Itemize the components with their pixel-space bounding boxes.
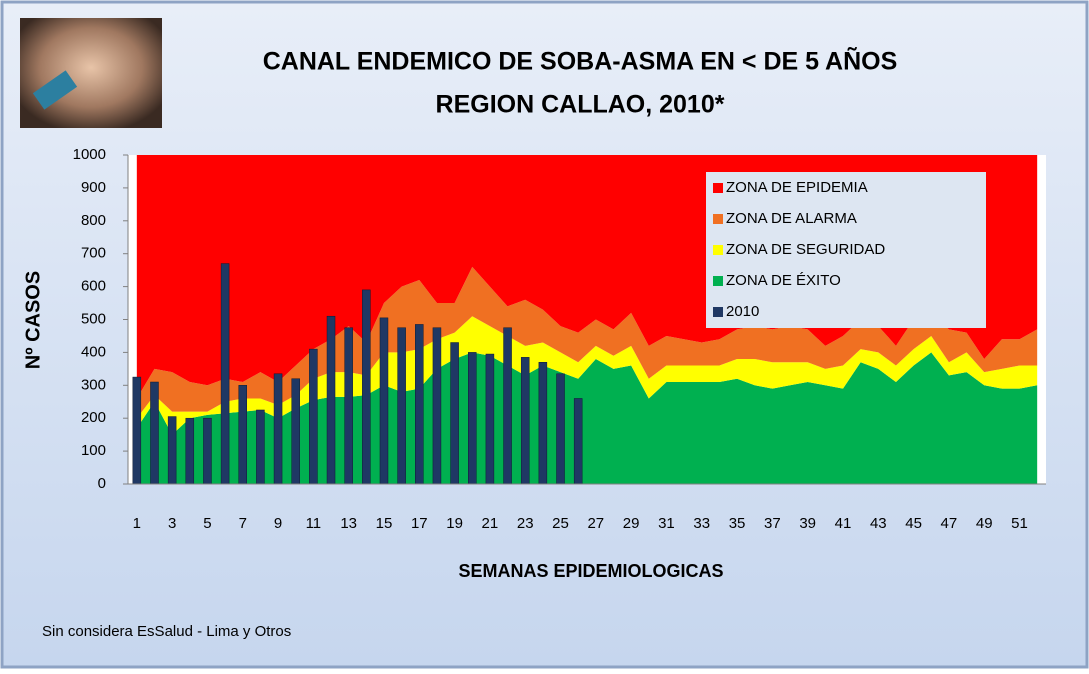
chart-title: REGION CALLAO, 2010* (436, 91, 725, 119)
area (136, 352, 1038, 484)
legend-swatch (713, 276, 723, 286)
x-tick-label: 35 (729, 515, 746, 532)
x-tick-label: 9 (274, 515, 282, 532)
inhaler (32, 70, 78, 110)
bar (520, 357, 530, 485)
bar (503, 327, 512, 485)
bar (485, 353, 495, 485)
x-tick-label: 11 (306, 515, 322, 532)
area (136, 266, 1038, 419)
legend-swatch (713, 307, 723, 317)
bar (238, 385, 247, 485)
x-tick-label: 33 (693, 515, 710, 532)
bar (132, 376, 142, 485)
legend-label: ZONA DE ALARMA (726, 210, 857, 227)
footnote: Sin considera EsSalud - Lima y Otros (42, 623, 291, 640)
y-tick-label: 900 (81, 179, 106, 196)
x-tick-label: 15 (376, 515, 393, 532)
y-tick-label: 700 (81, 245, 106, 262)
bar (326, 315, 336, 485)
y-tick-label: 800 (81, 212, 106, 229)
y-tick-label: 400 (81, 343, 106, 360)
x-tick-label: 31 (658, 515, 675, 532)
bar (397, 327, 406, 485)
x-tick-label: 13 (340, 515, 357, 532)
x-tick-label: 3 (168, 515, 176, 532)
legend-label: ZONA DE EPIDEMIA (726, 179, 868, 196)
bar (573, 398, 583, 485)
y-tick-label: 300 (81, 376, 106, 393)
x-tick-label: 43 (870, 515, 887, 532)
y-tick-label: 500 (81, 310, 106, 327)
y-tick-label: 1000 (73, 146, 106, 163)
bar (273, 373, 283, 485)
bar (344, 327, 353, 485)
bar (185, 417, 195, 485)
legend-box (706, 172, 986, 328)
legend-swatch (713, 183, 723, 193)
x-tick-label: 41 (835, 515, 852, 532)
bar (150, 381, 159, 485)
y-tick-label: 0 (98, 475, 106, 492)
bar (309, 348, 318, 485)
x-tick-label: 23 (517, 515, 534, 532)
x-tick-label: 17 (411, 515, 428, 532)
y-tick-label: 100 (81, 442, 106, 459)
legend-label: ZONA DE ÉXITO (726, 272, 841, 289)
x-tick-label: 1 (133, 515, 141, 532)
legend-swatch (713, 214, 723, 224)
x-tick-label: 21 (482, 515, 499, 532)
legend-label: 2010 (726, 303, 759, 320)
bar (432, 327, 442, 485)
y-tick-label: 200 (81, 409, 106, 426)
x-tick-label: 7 (239, 515, 247, 532)
bar (203, 417, 212, 485)
x-tick-label: 25 (552, 515, 569, 532)
photo (20, 18, 162, 128)
x-tick-label: 37 (764, 515, 781, 532)
bar (291, 378, 300, 485)
x-tick-label: 51 (1011, 515, 1028, 532)
x-tick-label: 27 (587, 515, 604, 532)
bar (450, 342, 459, 485)
x-tick-label: 19 (446, 515, 463, 532)
y-axis-label: Nº CASOS (22, 271, 44, 369)
x-tick-label: 39 (799, 515, 816, 532)
bar (468, 352, 477, 485)
x-tick-label: 49 (976, 515, 993, 532)
bar (415, 324, 424, 485)
bar (256, 409, 265, 485)
bar (379, 317, 389, 485)
x-tick-label: 47 (941, 515, 958, 532)
bar (167, 416, 177, 485)
legend-swatch (713, 245, 723, 255)
chart-title: CANAL ENDEMICO DE SOBA-ASMA EN < DE 5 AÑ… (263, 46, 898, 76)
legend: ZONA DE EPIDEMIA ZONA DE ALARMA ZONA DE SE… (706, 172, 986, 328)
bar (538, 362, 548, 485)
x-tick-label: 29 (623, 515, 640, 532)
bar (362, 289, 371, 485)
bar (556, 373, 565, 485)
x-tick-label: 5 (203, 515, 211, 532)
legend-label: ZONA DE SEGURIDAD (726, 241, 885, 258)
bar (220, 263, 230, 485)
x-axis-label: SEMANAS EPIDEMIOLOGICAS (458, 561, 723, 581)
y-tick-label: 600 (81, 278, 106, 295)
x-tick-label: 45 (905, 515, 922, 532)
